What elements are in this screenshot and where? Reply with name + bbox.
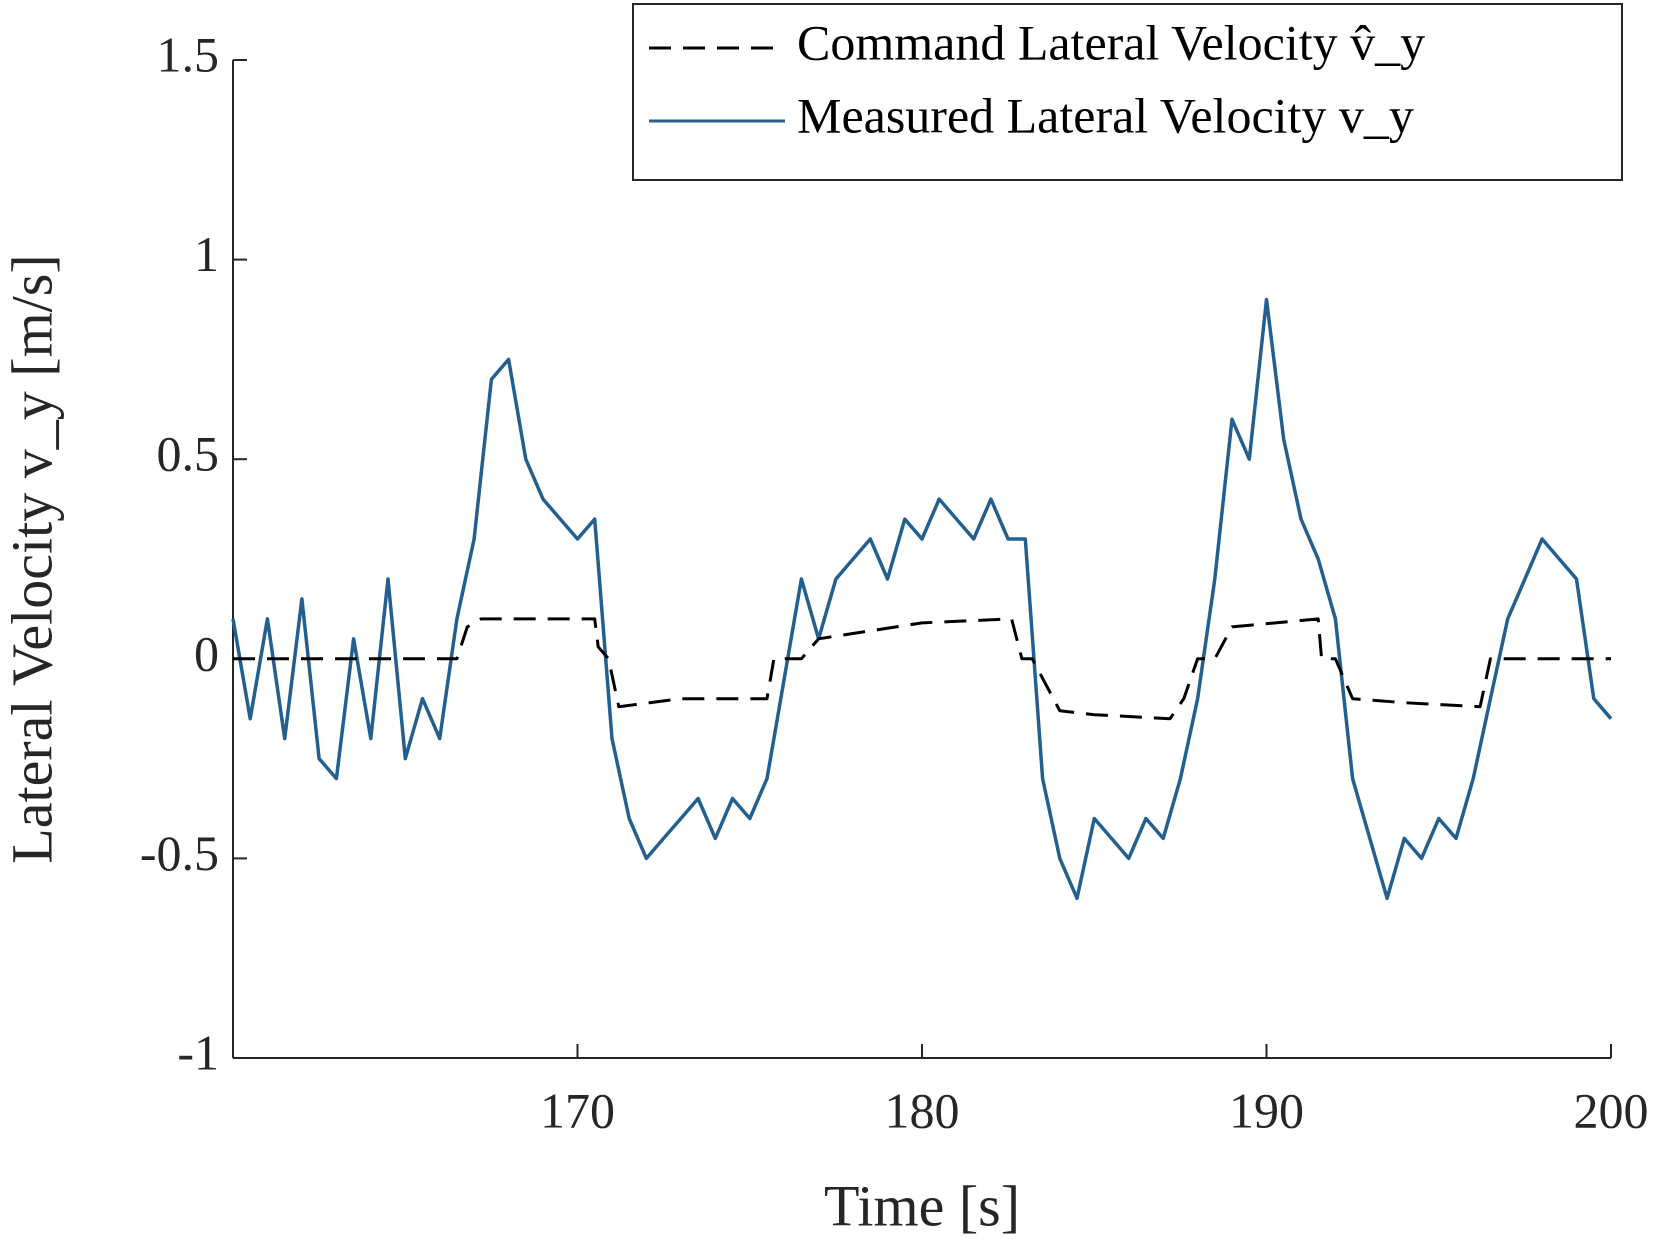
x-axis-label: Time [s] bbox=[824, 1173, 1020, 1238]
series-line bbox=[233, 617, 1611, 721]
y-tick-label: 0 bbox=[194, 625, 219, 681]
x-tick-label: 170 bbox=[540, 1082, 615, 1138]
y-axis-label: Lateral Velocity v_y [m/s] bbox=[0, 254, 64, 863]
legend-label: Command Lateral Velocity v̂_y bbox=[797, 14, 1425, 70]
x-tick-label: 190 bbox=[1229, 1082, 1304, 1138]
y-tick-label: 1 bbox=[194, 226, 219, 282]
y-tick-label: -1 bbox=[177, 1024, 219, 1080]
y-tick-label: 1.5 bbox=[157, 26, 220, 82]
y-tick-label: -0.5 bbox=[140, 825, 219, 881]
x-tick-label: 180 bbox=[885, 1082, 960, 1138]
series-line bbox=[231, 297, 1613, 901]
legend-label: Measured Lateral Velocity v_y bbox=[797, 87, 1414, 143]
x-tick-label: 200 bbox=[1574, 1082, 1649, 1138]
legend-box bbox=[632, 3, 1623, 181]
y-tick-label: 0.5 bbox=[157, 426, 220, 482]
